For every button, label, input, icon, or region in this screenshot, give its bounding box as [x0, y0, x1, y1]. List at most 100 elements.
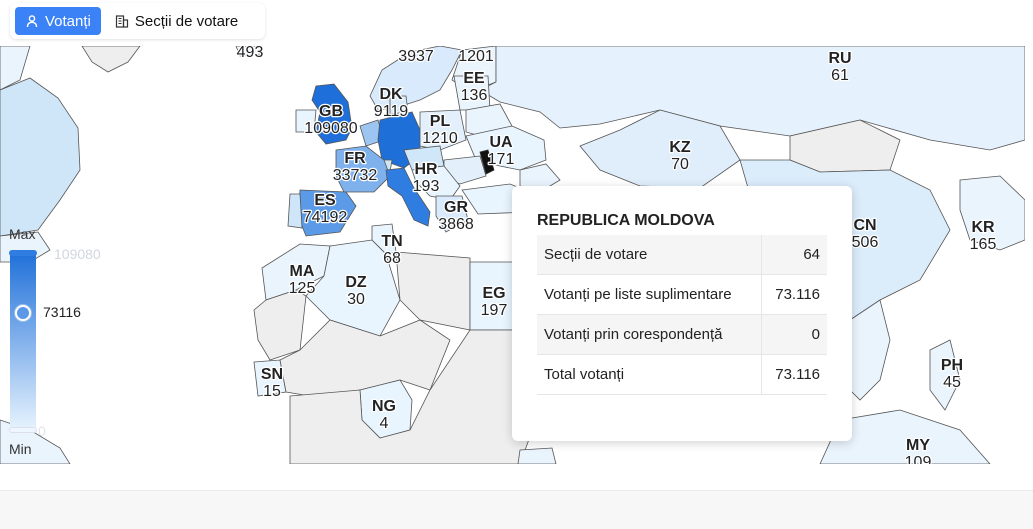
map-label-value-kr: 165 — [970, 236, 997, 253]
country-italy[interactable] — [385, 167, 431, 227]
country-western-sahara-mauritania[interactable] — [253, 289, 307, 361]
map-label-value-ru: 61 — [831, 67, 849, 84]
map-label-code-dz: DZ — [345, 274, 367, 291]
map-label-value-sn: 15 — [263, 383, 281, 400]
map-label-code-hr: HR — [414, 161, 438, 178]
country-canada-region[interactable] — [0, 46, 31, 91]
country-norway-sweden[interactable] — [369, 46, 463, 111]
map-label-code-eg: EG — [482, 285, 505, 302]
legend-max-handle[interactable] — [9, 250, 37, 256]
map-label-value-gr: 3868 — [438, 216, 474, 233]
country-usa[interactable] — [0, 77, 81, 237]
country-poland[interactable] — [419, 109, 467, 151]
map-label-value-ng: 4 — [380, 415, 389, 432]
map-label-code-dk: DK — [379, 86, 403, 103]
legend-current-value: 73116 — [43, 304, 81, 320]
tab-votanti[interactable]: Votanți — [15, 7, 101, 35]
map-label-code-ph: PH — [941, 357, 963, 374]
country-great-britain[interactable] — [311, 83, 353, 145]
legend-max-value: 109080 — [54, 246, 101, 262]
map-label-code-tn: TN — [381, 233, 402, 250]
map-label-value-unlabeled: 1201 — [458, 48, 494, 65]
map-label-code-ua: UA — [489, 134, 513, 151]
country-denmark[interactable] — [389, 95, 409, 115]
map-label-value-ph: 45 — [943, 374, 961, 391]
row-value: 0 — [760, 314, 827, 355]
map-label-value-kz: 70 — [671, 156, 689, 173]
map-label-code-my: MY — [906, 437, 930, 454]
legend-min-label: Min — [9, 441, 32, 457]
map-label-value-ua: 171 — [488, 151, 515, 168]
country-moldova[interactable] — [479, 149, 495, 175]
map-label-code-gr: GR — [444, 199, 468, 216]
map-label-value-cn: 506 — [852, 234, 879, 251]
map-label-code-cn: CN — [853, 217, 876, 234]
legend-indicator-knob — [15, 305, 31, 321]
country-portugal[interactable] — [287, 193, 303, 229]
map-label-value-pl: 1210 — [422, 130, 458, 147]
map-label-code-sn: SN — [261, 366, 283, 383]
country-tooltip: REPUBLICA MOLDOVA Secții de votare 64 Vo… — [512, 186, 852, 441]
country-iceland[interactable] — [235, 46, 263, 57]
map-label-value-fr: 33732 — [333, 167, 378, 184]
table-row: Total votanți 73.116 — [537, 354, 827, 395]
building-icon — [115, 14, 129, 28]
row-value: 64 — [760, 235, 827, 275]
country-korea-japan[interactable] — [959, 175, 1025, 251]
tooltip-table: Secții de votare 64 Votanți pe liste sup… — [537, 235, 827, 395]
map-label-code-ru: RU — [828, 50, 851, 67]
map-label-value-my: 109 — [905, 454, 932, 464]
map-label-code-kz: KZ — [669, 139, 691, 156]
map-label-value-hr: 193 — [413, 178, 440, 195]
tooltip-title: REPUBLICA MOLDOVA — [537, 212, 715, 229]
country-malaysia-indonesia[interactable] — [819, 409, 991, 464]
legend-min-handle[interactable] — [9, 427, 37, 433]
map-label-value-dz: 30 — [347, 291, 365, 308]
map-label-code-fr: FR — [344, 150, 366, 167]
map-label-value-tn: 68 — [383, 250, 401, 267]
map-label-value-gb: 109080 — [304, 120, 357, 137]
country-ireland[interactable] — [295, 109, 317, 133]
country-greenland[interactable] — [81, 46, 141, 73]
tab-sectii-label: Secții de votare — [134, 12, 239, 30]
map-label-code-kr: KR — [971, 219, 995, 236]
person-icon — [25, 14, 39, 28]
country-philippines[interactable] — [929, 339, 961, 411]
country-tunisia[interactable] — [371, 223, 397, 255]
map-label-value-ma: 125 — [289, 280, 316, 297]
view-toggle-toolbar: Votanți Secții de votare — [10, 3, 265, 39]
row-label: Secții de votare — [537, 235, 762, 275]
map-label-value-unlabeled: 3937 — [398, 48, 434, 65]
country-kenya[interactable] — [517, 447, 557, 464]
page-footer-area — [0, 490, 1033, 529]
row-label: Votanți prin corespondență — [537, 314, 762, 355]
row-value: 73.116 — [760, 354, 827, 395]
legend-color-bar[interactable] — [10, 251, 36, 431]
map-label-value-eg: 197 — [481, 302, 508, 319]
map-label-code-es: ES — [314, 192, 336, 209]
legend-max-label: Max — [9, 226, 36, 242]
table-row: Secții de votare 64 — [537, 235, 827, 275]
map-label-value-unlabeled: 493 — [237, 46, 264, 61]
map-label-code-ma: MA — [290, 263, 315, 280]
tab-sectii-de-votare[interactable]: Secții de votare — [105, 7, 248, 35]
row-value: 73.116 — [760, 274, 827, 315]
country-libya[interactable] — [395, 251, 471, 331]
row-label: Votanți pe liste suplimentare — [537, 274, 762, 315]
row-label: Total votanți — [537, 354, 762, 395]
map-label-value-ee: 136 — [461, 87, 488, 104]
country-mali-niger[interactable] — [279, 319, 451, 397]
map-label-value-es: 74192 — [303, 209, 348, 226]
map-label-value-dk: 9119 — [374, 103, 409, 120]
country-russia[interactable] — [479, 46, 1025, 151]
visual-map-legend: Max 109080 73116 0 Min — [0, 220, 120, 460]
country-france[interactable] — [335, 145, 391, 193]
map-label-code-ng: NG — [372, 398, 396, 415]
map-label-code-pl: PL — [430, 113, 451, 130]
country-central-africa[interactable] — [289, 329, 537, 464]
tab-votanti-label: Votanți — [45, 12, 91, 30]
country-greece[interactable] — [435, 195, 469, 233]
table-row: Votanți pe liste suplimentare 73.116 — [537, 274, 827, 315]
map-label-code-gb: GB — [319, 103, 343, 120]
